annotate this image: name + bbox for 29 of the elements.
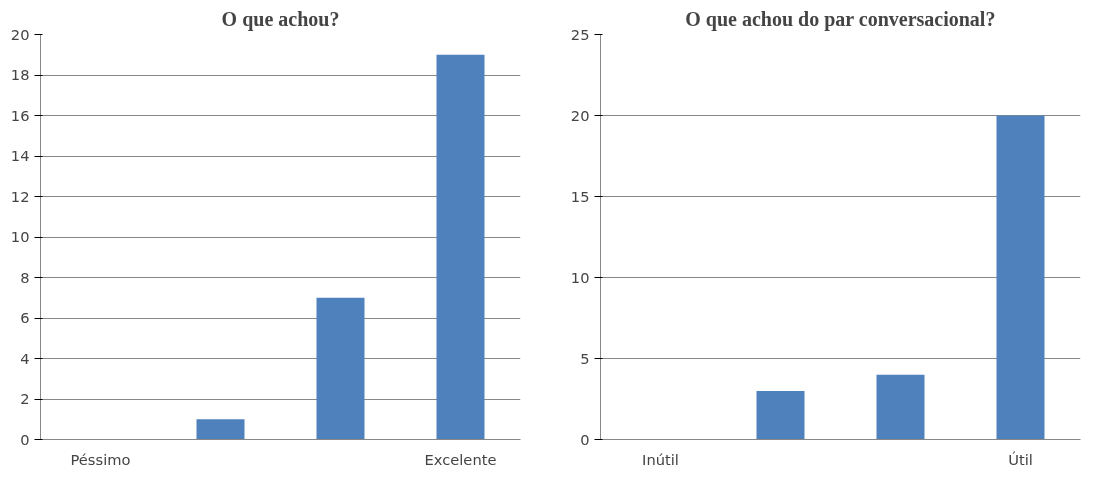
y-tick-label: 10 <box>570 268 590 286</box>
y-tick-label: 4 <box>20 349 30 367</box>
chart-title: O que achou? <box>221 7 340 31</box>
chart-title: O que achou do par conversacional? <box>685 7 996 31</box>
bar <box>436 54 485 440</box>
x-tick-label: Útil <box>1008 450 1033 468</box>
x-tick-label: Inútil <box>642 450 679 468</box>
bar <box>996 115 1045 440</box>
y-tick-label: 20 <box>10 25 30 43</box>
x-tick-label: Excelente <box>424 450 497 468</box>
y-tick-label: 8 <box>20 268 30 286</box>
x-tick-label: Péssimo <box>70 450 131 468</box>
bar <box>756 390 805 440</box>
y-tick-label: 15 <box>570 187 590 205</box>
y-tick-label: 5 <box>580 349 590 367</box>
y-tick-label: 2 <box>20 390 30 407</box>
y-tick-label: 20 <box>570 106 590 124</box>
y-tick-label: 6 <box>20 309 30 326</box>
y-tick-label: 14 <box>10 147 30 164</box>
y-tick-label: 12 <box>10 187 30 205</box>
y-tick-label: 18 <box>10 66 30 83</box>
y-tick-label: 16 <box>10 106 30 124</box>
y-tick-label: 25 <box>570 25 590 43</box>
y-tick-label: 10 <box>10 228 30 245</box>
bar <box>196 419 245 440</box>
y-tick-label: 0 <box>580 430 590 448</box>
bar <box>316 297 365 440</box>
bar <box>876 374 925 440</box>
y-tick-label: 0 <box>20 430 30 448</box>
